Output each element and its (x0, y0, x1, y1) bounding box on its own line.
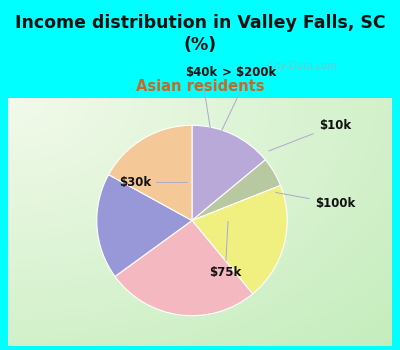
Text: City-Data.com: City-Data.com (260, 61, 336, 71)
Wedge shape (192, 186, 287, 294)
Text: $10k: $10k (269, 119, 351, 151)
Wedge shape (192, 160, 280, 220)
Wedge shape (192, 125, 265, 220)
Text: > $200k: > $200k (222, 66, 276, 131)
Text: $40k: $40k (185, 66, 218, 130)
Text: Asian residents: Asian residents (136, 79, 264, 94)
Text: Income distribution in Valley Falls, SC
(%): Income distribution in Valley Falls, SC … (15, 14, 385, 54)
Wedge shape (97, 175, 192, 276)
Wedge shape (115, 220, 253, 316)
Text: $75k: $75k (209, 221, 242, 279)
Text: $30k: $30k (119, 176, 187, 189)
Text: $100k: $100k (276, 193, 355, 210)
Wedge shape (108, 125, 192, 220)
